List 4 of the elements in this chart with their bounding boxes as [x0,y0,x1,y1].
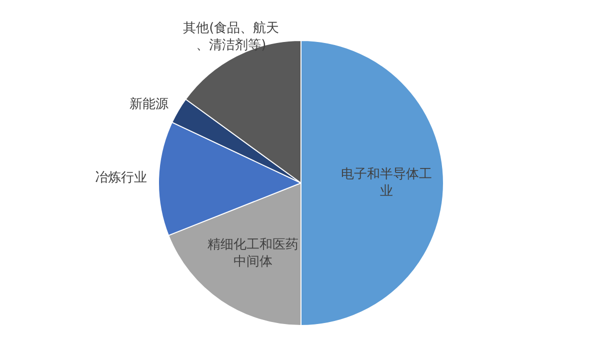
slice-label: 新能源 [130,97,169,112]
slice-label: 电子和半导体工业 [341,166,432,199]
slice-label: 冶炼行业 [95,170,148,186]
slice-label: 精细化工和医药中间体 [207,238,298,270]
